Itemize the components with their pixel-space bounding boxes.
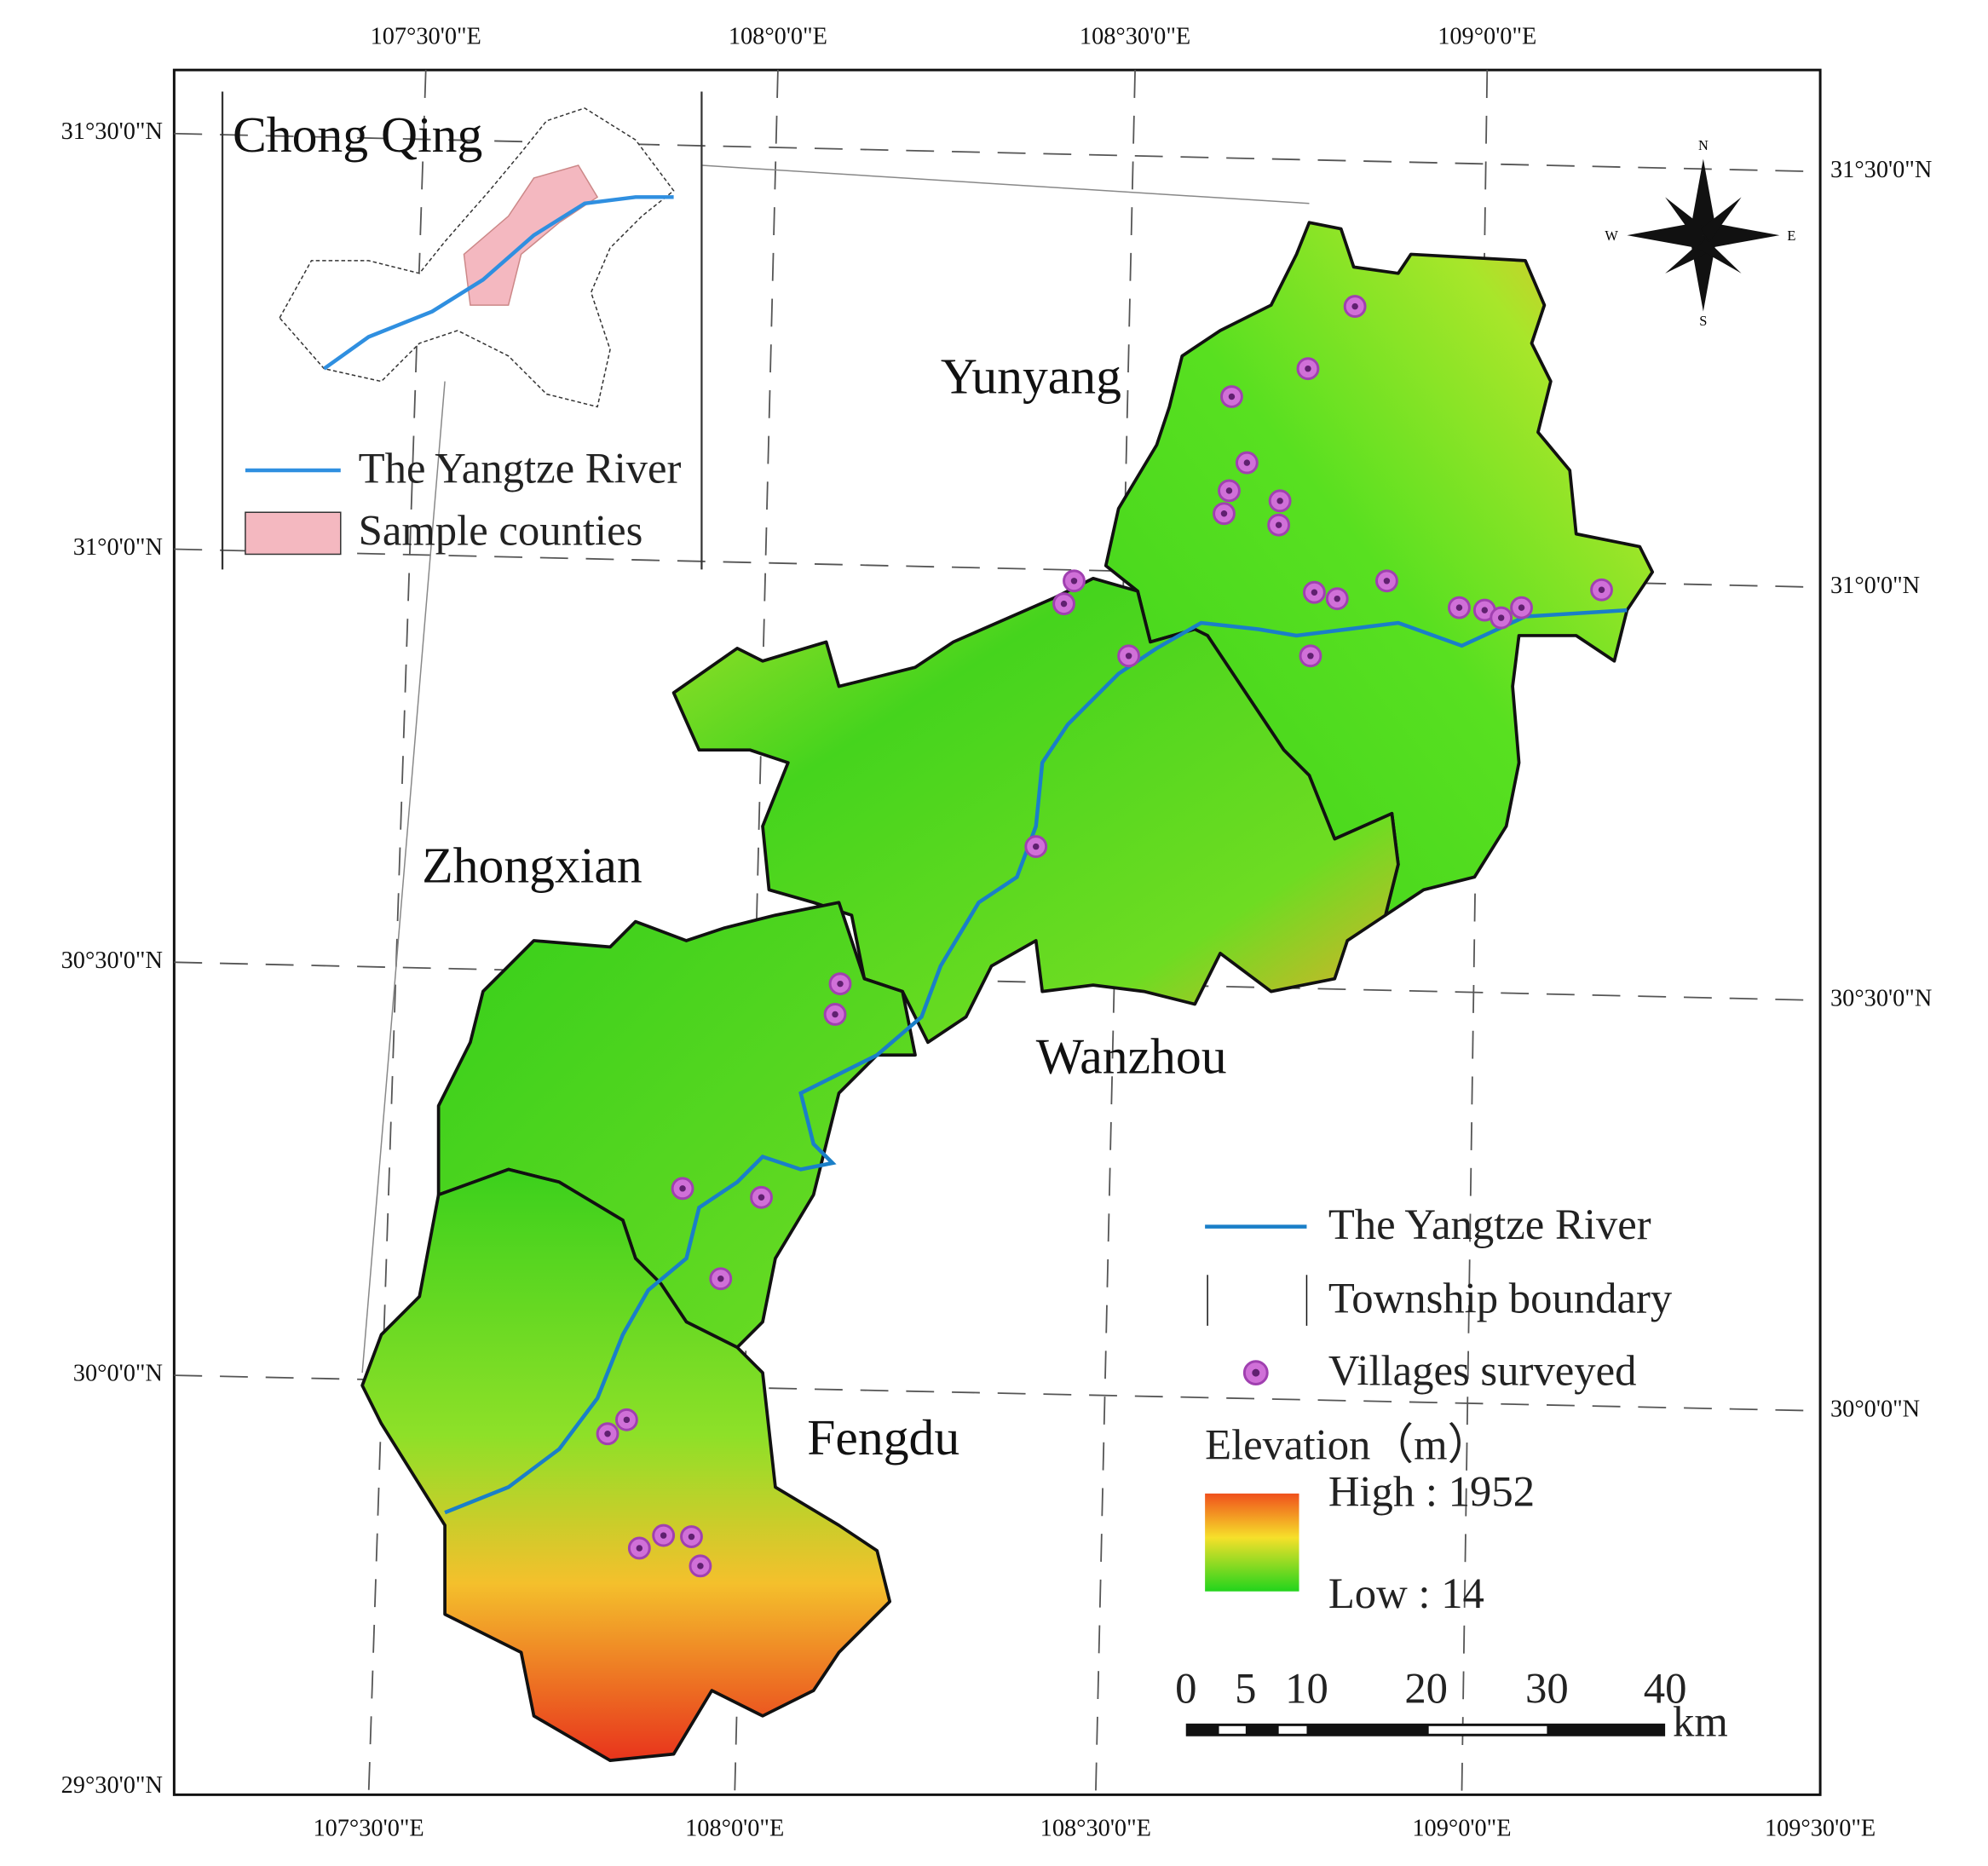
graticule-label: 30°0'0"N <box>1830 1396 1920 1422</box>
village-center <box>758 1194 765 1201</box>
village-center <box>1518 604 1525 611</box>
scale-unit: km <box>1673 1697 1728 1745</box>
compass-label: W <box>1605 227 1618 244</box>
counties <box>360 221 1655 1762</box>
graticule-label: 31°0'0"N <box>1830 573 1920 599</box>
village-center <box>660 1532 667 1539</box>
inset-leader <box>701 164 1310 204</box>
inset-legend-swatch <box>245 511 342 556</box>
village-center <box>717 1276 724 1282</box>
village-center <box>1307 653 1314 659</box>
graticule-label: 109°0'0"E <box>1438 23 1536 49</box>
elevation-title: Elevation（m） <box>1205 1420 1490 1468</box>
elevation-ramp <box>1205 1493 1299 1592</box>
village-center <box>604 1430 611 1437</box>
village-center <box>1070 578 1078 585</box>
yangtze-river <box>444 608 1628 1515</box>
village-center <box>1351 302 1358 310</box>
scale-bar-segment <box>1428 1725 1547 1734</box>
scale-label: 20 <box>1404 1665 1448 1713</box>
graticule-label: 29°30'0"N <box>61 1772 163 1799</box>
village-center <box>1060 600 1068 608</box>
village-center <box>1334 595 1340 602</box>
compass: N S W E <box>1605 137 1795 329</box>
village-center <box>1220 510 1228 517</box>
village-center <box>1275 521 1282 528</box>
village-center <box>1032 843 1040 850</box>
scale-bar-frame <box>1185 1723 1666 1736</box>
county-label: Fengdu <box>807 1409 959 1466</box>
inset-leader <box>361 381 446 1374</box>
graticule-label: 109°30'0"E <box>1765 1816 1876 1842</box>
scale-label: 5 <box>1235 1665 1256 1713</box>
scale-label: 30 <box>1525 1665 1569 1713</box>
graticule-label: 108°30'0"E <box>1080 23 1190 49</box>
inset-legend-label: Sample counties <box>359 507 643 555</box>
grid-line <box>367 70 427 1795</box>
village-center <box>832 1011 838 1018</box>
graticule-label: 107°30'0"E <box>313 1816 424 1842</box>
legend-label: The Yangtze River <box>1328 1201 1651 1248</box>
village-center <box>1598 586 1605 593</box>
legend-village-center <box>1252 1368 1260 1377</box>
village-center <box>697 1563 704 1569</box>
village-center <box>688 1533 695 1541</box>
village-center <box>679 1185 686 1192</box>
inset-river <box>323 195 674 371</box>
graticule-label: 30°0'0"N <box>73 1361 163 1387</box>
graticule-label: 108°30'0"E <box>1040 1816 1151 1842</box>
village-center <box>1305 365 1311 372</box>
graticule-label: 31°0'0"N <box>73 534 163 561</box>
graticule-label: 31°30'0"N <box>61 118 163 145</box>
elevation-low: Low : 14 <box>1328 1569 1484 1617</box>
scale-bar-segment <box>1278 1725 1307 1734</box>
legend-label: Villages surveyed <box>1328 1347 1637 1395</box>
village-center <box>1497 614 1505 621</box>
village-center <box>636 1545 643 1552</box>
scale-bar <box>1185 1723 1666 1736</box>
graticule-label: 31°30'0"N <box>1830 157 1932 183</box>
elevation-high: High : 1952 <box>1328 1467 1535 1515</box>
villages <box>596 295 1613 1578</box>
inset-title: Chong Qing <box>233 107 482 163</box>
village-center <box>1481 607 1489 613</box>
county-label: Zhongxian <box>422 838 642 894</box>
county-label: Yunyang <box>941 348 1121 404</box>
legend-label: Township boundary <box>1328 1275 1673 1322</box>
scale-bar-segment <box>1219 1725 1246 1734</box>
village-center <box>1383 578 1391 585</box>
scale-label: 0 <box>1175 1665 1196 1713</box>
graticule-label: 108°0'0"E <box>685 1816 784 1842</box>
scale-label: 40 <box>1644 1665 1687 1713</box>
inset-legend-label: The Yangtze River <box>359 445 682 492</box>
village-center <box>1311 589 1318 596</box>
village-center <box>837 980 844 988</box>
grid-line <box>1094 70 1136 1795</box>
compass-label: E <box>1787 227 1795 244</box>
village-center <box>1125 653 1132 659</box>
scale-label: 10 <box>1285 1665 1328 1713</box>
compass-label: S <box>1699 313 1707 329</box>
village-center <box>1228 393 1236 400</box>
graticule-label: 30°30'0"N <box>61 947 163 974</box>
village-center <box>1276 498 1283 504</box>
graticule-label: 107°30'0"E <box>371 23 481 49</box>
graticule-label: 108°0'0"E <box>729 23 827 49</box>
village-center <box>1225 487 1233 494</box>
fengdu-area <box>360 1167 892 1762</box>
compass-label: N <box>1698 137 1709 153</box>
graticule-label: 30°30'0"N <box>1830 986 1932 1012</box>
village-center <box>623 1416 631 1424</box>
county-label: Wanzhou <box>1036 1028 1227 1084</box>
village-center <box>1455 604 1463 611</box>
inset-sample-counties <box>463 164 599 306</box>
graticule-label: 109°0'0"E <box>1412 1816 1511 1842</box>
village-center <box>1243 459 1251 466</box>
